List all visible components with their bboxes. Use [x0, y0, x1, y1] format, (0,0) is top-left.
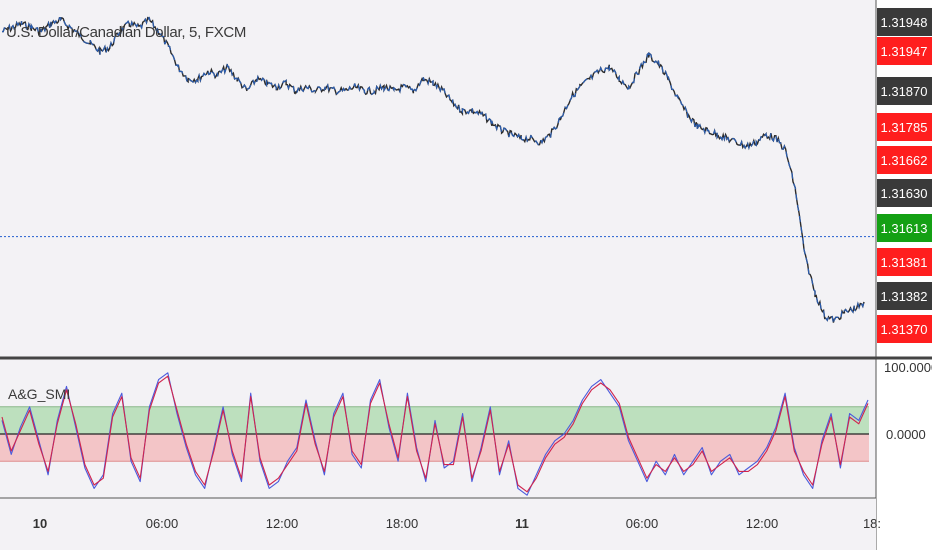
price-axis-label: 1.31382: [881, 289, 928, 304]
price-label-bg: [877, 37, 932, 65]
price-axis-label: 1.31662: [881, 153, 928, 168]
time-axis-background: [0, 498, 876, 550]
indicator-axis-tick: 0.0000: [886, 427, 926, 442]
chart-title: U.S. Dollar/Canadian Dollar, 5, FXCM: [6, 24, 247, 41]
price-line-blue: [2, 16, 865, 323]
price-label-bg: [877, 77, 932, 105]
price-axis-label: 1.31613: [881, 221, 928, 236]
time-axis-label: 06:00: [146, 516, 179, 531]
time-axis-label: 10: [33, 516, 47, 531]
indicator-title: A&G_SMI: [8, 386, 71, 402]
price-label-bg: [877, 214, 932, 242]
price-label-bg: [877, 179, 932, 207]
time-axis-label: 11: [515, 516, 529, 531]
price-label-bg: [877, 113, 932, 141]
price-axis-label: 1.31948: [881, 15, 928, 30]
time-axis-label: 18:00: [386, 516, 419, 531]
price-axis-label: 1.31370: [881, 322, 928, 337]
price-label-bg: [877, 8, 932, 36]
price-axis-label: 1.31870: [881, 84, 928, 99]
smi-signal-line: [1, 375, 869, 493]
price-label-bg: [877, 146, 932, 174]
price-label-bg: [877, 248, 932, 276]
price-label-bg: [877, 282, 932, 310]
price-axis-label: 1.31630: [881, 186, 928, 201]
indicator-axis-tick: 100.0000: [884, 360, 932, 375]
price-axis-label: 1.31381: [881, 255, 928, 270]
time-axis-label: 18:: [863, 516, 881, 531]
price-axis-label: 1.31947: [881, 44, 928, 59]
time-axis-label: 12:00: [746, 516, 779, 531]
price-axis-label: 1.31785: [881, 120, 928, 135]
time-axis-label: 06:00: [626, 516, 659, 531]
price-label-bg: [877, 315, 932, 343]
time-axis-label: 12:00: [266, 516, 299, 531]
